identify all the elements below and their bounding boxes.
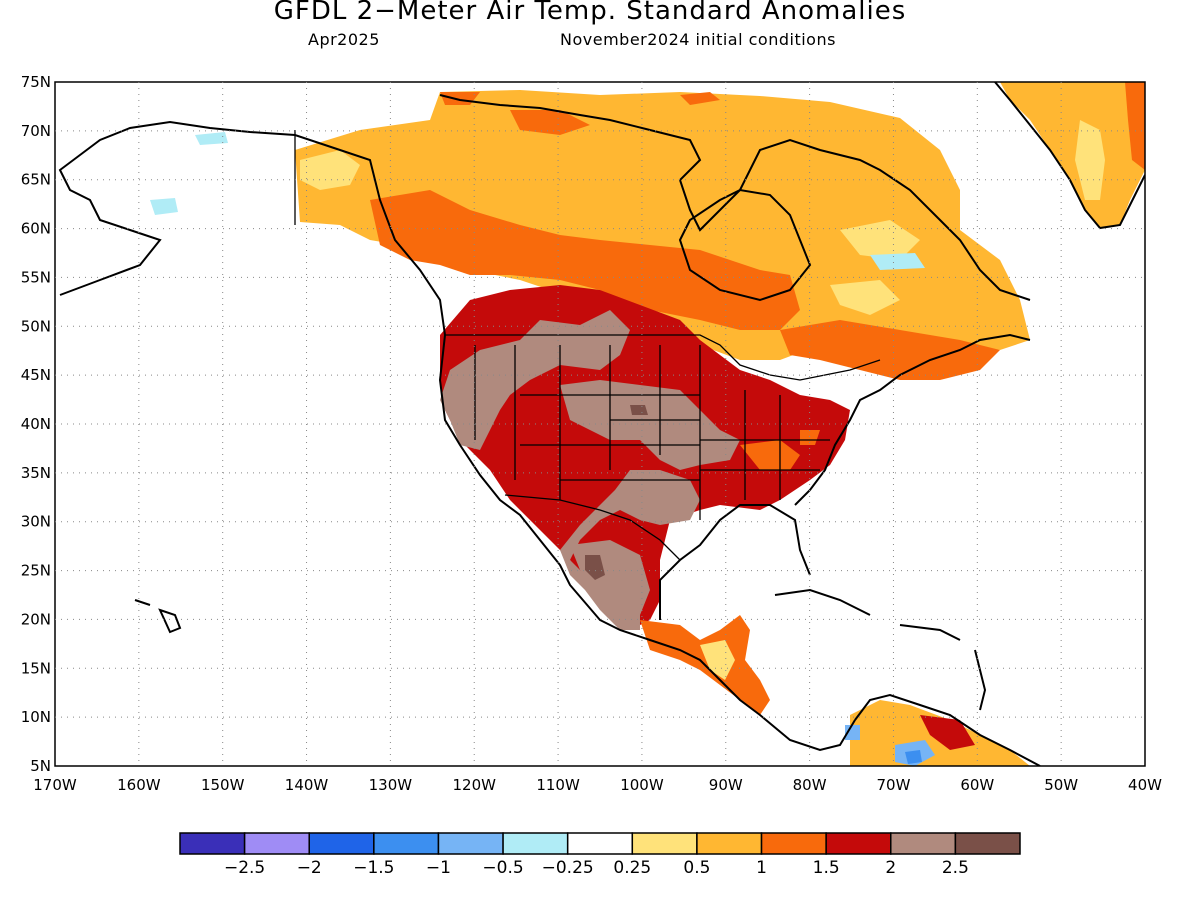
lon-label: 40W bbox=[1128, 776, 1162, 794]
lon-label: 100W bbox=[620, 776, 664, 794]
lon-label: 50W bbox=[1044, 776, 1078, 794]
map-title: GFDL 2−Meter Air Temp. Standard Anomalie… bbox=[273, 0, 907, 26]
lat-label: 30N bbox=[21, 513, 51, 531]
lat-label: 65N bbox=[21, 171, 51, 189]
colorbar-swatch bbox=[890, 832, 957, 855]
lat-label: 5N bbox=[30, 757, 51, 775]
colorbar-swatch bbox=[373, 832, 440, 855]
us-mexico-border bbox=[504, 494, 681, 561]
colorbar-labels: −2.5 −2 −1.5 −1 −0.5 −0.25 0.25 0.5 1 1.5 2 2.5 bbox=[224, 858, 969, 878]
lat-label: 20N bbox=[21, 610, 51, 628]
colorbar-label: −1.5 bbox=[353, 858, 394, 878]
colorbar-label: −1 bbox=[426, 858, 451, 878]
lon-label: 90W bbox=[709, 776, 743, 794]
anomaly-region-south-america-dark-blue bbox=[905, 750, 922, 764]
lat-label: 70N bbox=[21, 122, 51, 140]
lat-label: 60N bbox=[21, 220, 51, 238]
colorbar-label: 2.5 bbox=[942, 858, 969, 878]
hawaii-islands bbox=[134, 599, 182, 634]
colorbar-label: −2 bbox=[297, 858, 322, 878]
colorbar-swatch bbox=[308, 832, 375, 855]
colorbar-label: 2 bbox=[885, 858, 896, 878]
anomaly-region-plains-brown bbox=[560, 380, 740, 470]
lat-label: 40N bbox=[21, 415, 51, 433]
lon-label: 120W bbox=[452, 776, 496, 794]
anomaly-region-arctic-orange bbox=[440, 92, 720, 135]
colorbar-label: 0.5 bbox=[683, 858, 710, 878]
anomaly-region-greenland bbox=[1000, 82, 1145, 228]
lat-label: 50N bbox=[21, 317, 51, 335]
lon-label: 70W bbox=[877, 776, 911, 794]
lon-label: 150W bbox=[201, 776, 245, 794]
anomaly-region-canada-dark-orange bbox=[370, 190, 800, 330]
us-state-lines bbox=[474, 345, 830, 520]
colorbar-label: −0.25 bbox=[542, 858, 594, 878]
anomaly-region-quebec-orange bbox=[780, 320, 1000, 380]
longitude-labels: 170W 160W 150W 140W 130W 120W 110W 100W 90W 80W 70… bbox=[33, 776, 1162, 794]
colorbar-swatch bbox=[566, 832, 634, 855]
political-borders bbox=[294, 130, 881, 561]
colorbar-swatch bbox=[631, 832, 698, 855]
caribbean-islands bbox=[774, 588, 987, 711]
anomaly-region-peak-brown bbox=[585, 405, 648, 580]
lon-label: 80W bbox=[793, 776, 827, 794]
colorbar-label: 1.5 bbox=[813, 858, 840, 878]
colorbar-label: 1 bbox=[756, 858, 767, 878]
valid-month-label: Apr2025 bbox=[308, 30, 380, 49]
anomaly-region-greenland-dark bbox=[1125, 82, 1145, 170]
initial-conditions-label: November2024 initial conditions bbox=[560, 30, 836, 49]
colorbar bbox=[179, 832, 1021, 855]
north-america-coastline bbox=[58, 94, 1031, 752]
lon-label: 140W bbox=[285, 776, 329, 794]
lon-label: 160W bbox=[117, 776, 161, 794]
lat-label: 35N bbox=[21, 464, 51, 482]
lon-label: 130W bbox=[369, 776, 413, 794]
canada-us-border bbox=[445, 334, 881, 381]
greenland-coastline bbox=[994, 82, 1145, 230]
anomaly-region-greenland-light bbox=[1075, 120, 1105, 200]
colorbar-swatch bbox=[696, 832, 763, 855]
hudson-bay-coastline bbox=[678, 188, 812, 302]
lon-label: 60W bbox=[960, 776, 994, 794]
colorbar-swatch bbox=[243, 832, 310, 855]
lon-label: 110W bbox=[536, 776, 580, 794]
colorbar-swatch bbox=[179, 832, 246, 855]
colorbar-swatch bbox=[825, 832, 892, 855]
coastlines bbox=[58, 82, 1145, 766]
colorbar-swatch bbox=[502, 832, 569, 855]
south-america-coastline bbox=[854, 693, 1041, 766]
anomaly-region-cold-labrador bbox=[870, 253, 925, 270]
lat-label: 10N bbox=[21, 708, 51, 726]
latitude-labels: 75N 70N 65N 60N 55N 50N 45N 40N 35N 30N 25N 20N 15N 1… bbox=[21, 73, 51, 775]
colorbar-label: 0.25 bbox=[613, 858, 651, 878]
colorbar-swatch bbox=[954, 832, 1021, 855]
colorbar-swatch bbox=[437, 832, 504, 855]
lat-label: 15N bbox=[21, 659, 51, 677]
colorbar-swatch bbox=[760, 832, 827, 855]
lon-label: 170W bbox=[33, 776, 77, 794]
colorbar-label: −0.5 bbox=[482, 858, 523, 878]
lat-label: 75N bbox=[21, 73, 51, 91]
lat-label: 25N bbox=[21, 562, 51, 580]
anomaly-region-alaska-yellow bbox=[300, 150, 360, 190]
colorbar-label: −2.5 bbox=[224, 858, 265, 878]
anomaly-region-west-brown bbox=[440, 310, 630, 450]
anomaly-field bbox=[150, 82, 1145, 766]
lat-label: 55N bbox=[21, 268, 51, 286]
anomaly-region-south-america-red bbox=[920, 715, 975, 750]
anomaly-region-cold-alaska bbox=[150, 132, 228, 215]
anomaly-region-labrador-yellow bbox=[830, 220, 920, 315]
lat-label: 45N bbox=[21, 366, 51, 384]
graticule bbox=[55, 82, 1145, 766]
